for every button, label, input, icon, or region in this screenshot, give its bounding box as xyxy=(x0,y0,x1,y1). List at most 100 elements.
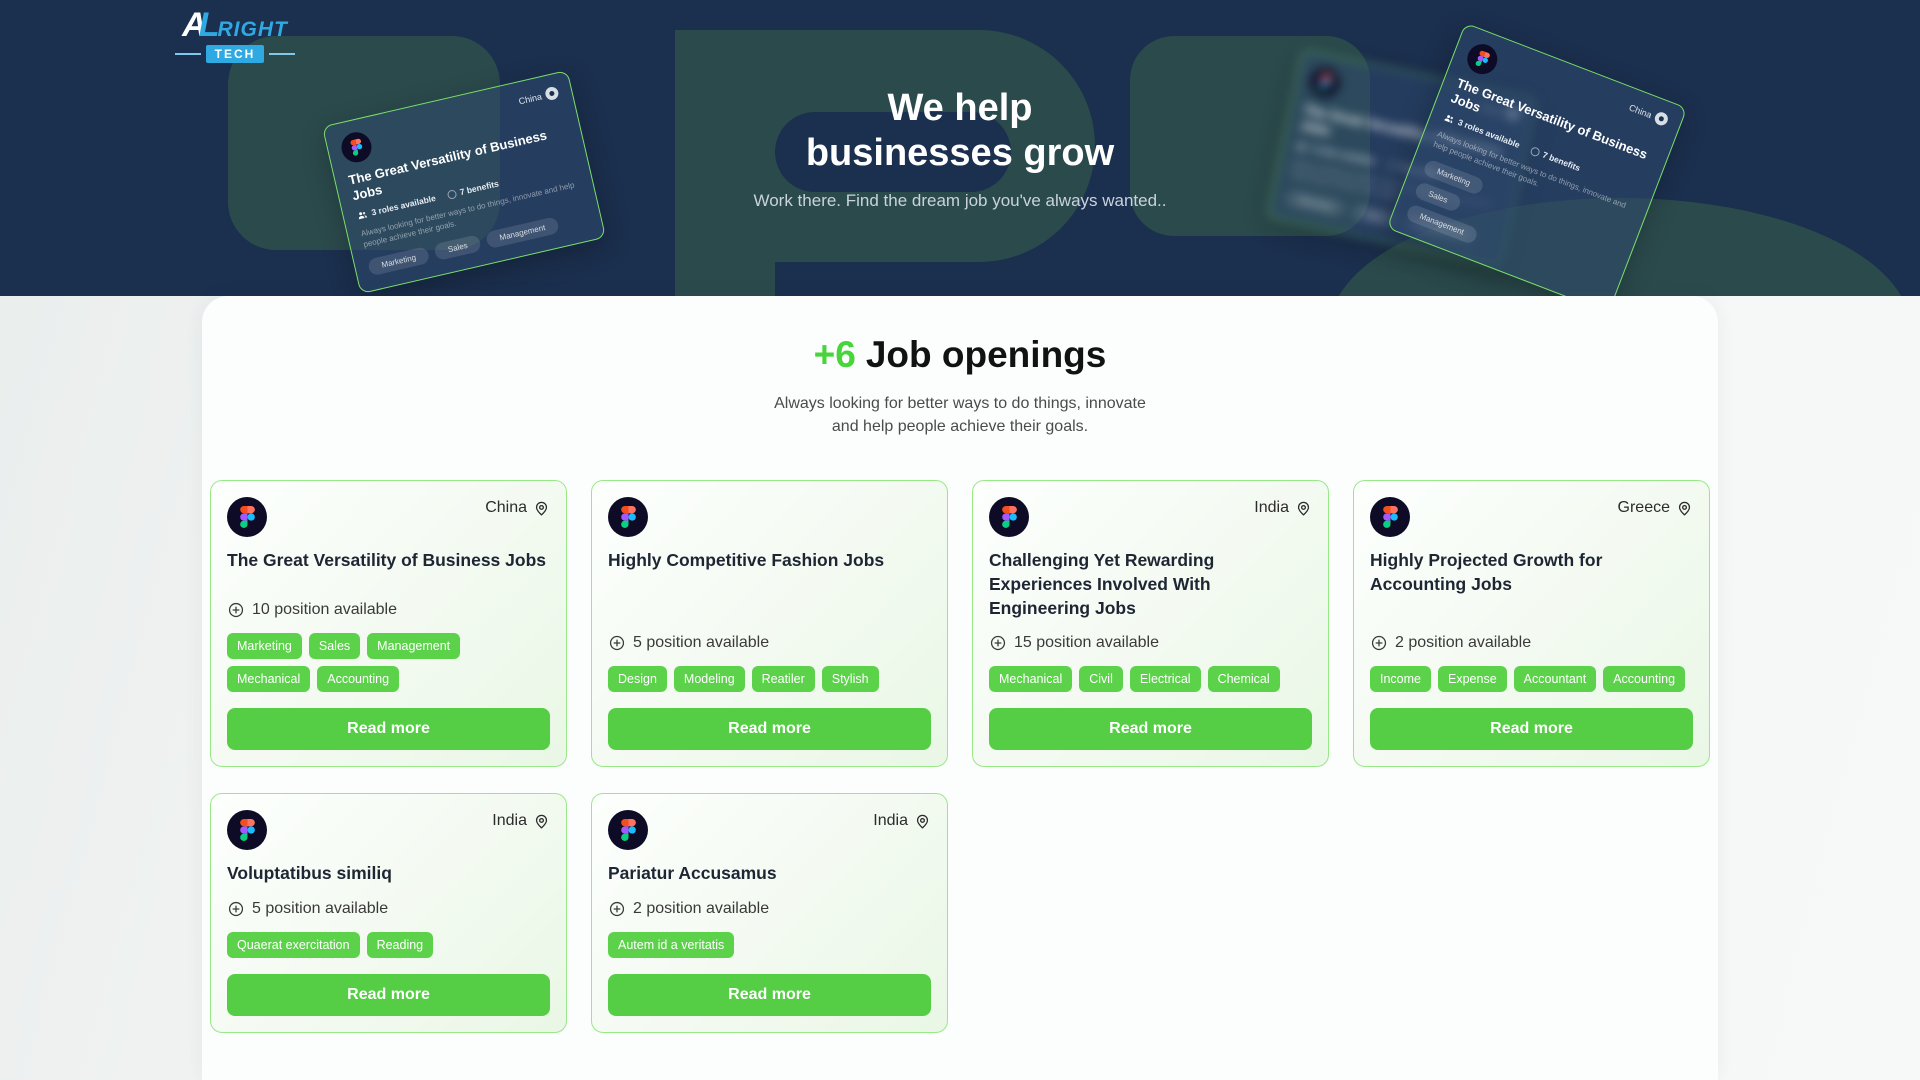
job-tag: Accountant xyxy=(1513,666,1597,693)
hero-card-roles-item: 3 roles available xyxy=(1295,139,1376,167)
logo-divider-line xyxy=(269,53,296,55)
read-more-button[interactable]: Read more xyxy=(989,708,1312,751)
plus-circle-icon xyxy=(228,901,244,916)
figma-logo-icon xyxy=(608,497,648,538)
job-positions: 5 position available xyxy=(608,634,931,652)
job-location: China xyxy=(485,499,550,517)
job-card: India Pariatur Accusamus 2 position avai… xyxy=(591,793,948,1033)
job-card-header: India xyxy=(608,810,931,851)
location-pin-icon xyxy=(535,501,548,516)
job-tags: Income Expense Accountant Accounting xyxy=(1370,666,1693,693)
job-title: Pariatur Accusamus xyxy=(608,863,777,884)
hero-card-roles-item: 3 roles available xyxy=(1442,111,1521,150)
job-country: China xyxy=(485,499,527,517)
job-tag: Expense xyxy=(1438,666,1507,693)
location-pin-icon xyxy=(535,814,548,829)
job-card: Highly Competitive Fashion Jobs 5 positi… xyxy=(591,480,948,768)
job-positions-label: 5 position available xyxy=(633,634,770,652)
job-tag: Mechanical xyxy=(227,666,311,693)
jobs-panel: +6 Job openings Always looking for better… xyxy=(202,296,1718,1080)
location-pin-icon xyxy=(1297,501,1310,516)
logo-letter-l: L xyxy=(198,6,220,44)
hero-card-tag: Management xyxy=(485,215,560,249)
job-location: India xyxy=(492,812,550,830)
figma-logo-icon xyxy=(1370,497,1410,538)
deco-letter-counter xyxy=(775,112,1011,192)
job-card-header: Greece xyxy=(1370,497,1693,538)
job-tag: Management xyxy=(367,633,461,660)
job-positions: 5 position available xyxy=(227,900,550,918)
hero-card-header: China xyxy=(338,85,563,166)
jobs-subheading-line2: and help people achieve their goals. xyxy=(831,418,1089,436)
hero-decorative-card: China The Great Versatility of Business … xyxy=(1266,48,1538,267)
figma-logo-icon xyxy=(227,497,267,538)
figma-logo-icon xyxy=(989,497,1029,538)
hero-card-roles-item: 3 roles available xyxy=(356,192,437,221)
job-positions-label: 15 position available xyxy=(1014,634,1159,652)
plus-circle-icon xyxy=(1371,636,1387,651)
people-icon xyxy=(1444,114,1454,123)
job-title: Highly Competitive Fashion Jobs xyxy=(608,550,885,571)
read-more-button[interactable]: Read more xyxy=(227,973,550,1016)
hero-card-meta: 3 roles available 7 benefits xyxy=(1442,111,1642,197)
job-card-header xyxy=(608,497,931,538)
hero-title-line1: We help xyxy=(887,87,1033,129)
read-more-button[interactable]: Read more xyxy=(227,708,550,751)
job-positions: 2 position available xyxy=(608,900,931,918)
logo-wordmark: A L RIGHT xyxy=(175,8,295,42)
read-more-button[interactable]: Read more xyxy=(1370,708,1693,751)
job-positions: 2 position available xyxy=(1370,634,1693,652)
plus-circle-icon xyxy=(609,636,625,651)
job-tag: Design xyxy=(608,666,667,693)
figma-logo-icon xyxy=(227,810,267,851)
job-location: India xyxy=(1254,499,1312,517)
job-tags: Marketing Sales Management Mechanical Accoun… xyxy=(227,633,550,693)
job-positions-label: 5 position available xyxy=(252,899,389,917)
job-location: India xyxy=(873,812,931,830)
people-icon xyxy=(358,211,368,219)
job-positions-label: 10 position available xyxy=(252,601,397,619)
job-title: Highly Projected Growth for Accounting J… xyxy=(1370,550,1603,594)
jobs-heading: +6 Job openings xyxy=(202,334,1718,376)
job-tag: Accounting xyxy=(1603,666,1686,693)
job-tag: Autem id a veritatis xyxy=(608,931,735,958)
logo-letter-a: A xyxy=(182,6,207,44)
jobs-heading-count: +6 xyxy=(813,334,856,375)
job-tag: Modeling xyxy=(673,666,745,693)
job-country: India xyxy=(1254,499,1289,517)
figma-logo-icon xyxy=(338,129,375,166)
hero-card-tag: Marketing xyxy=(366,245,431,277)
hero-card-meta: 3 roles available 7 benefits xyxy=(1295,139,1505,194)
job-country: Greece xyxy=(1617,499,1670,517)
job-tag: Marketing xyxy=(227,633,302,660)
hero-copy: We help businesses grow Work there. Find… xyxy=(0,86,1920,211)
hero-card-header: China xyxy=(1307,64,1521,138)
hero-card-slot: China The Great Versatility of Business … xyxy=(321,69,607,294)
job-country: India xyxy=(492,812,527,830)
logo[interactable]: A L RIGHT TECH xyxy=(175,8,296,63)
hero-card-tag: Sales xyxy=(433,233,483,261)
job-country: India xyxy=(873,812,908,830)
hero-card-header: China xyxy=(1462,39,1670,143)
jobs-subheading-line1: Always looking for better ways to do thi… xyxy=(774,395,1146,412)
job-card: Greece Highly Projected Growth for Accou… xyxy=(1353,480,1710,768)
read-more-button[interactable]: Read more xyxy=(608,973,931,1016)
figma-logo-icon xyxy=(1307,64,1343,101)
hero-subtitle: Work there. Find the dream job you've al… xyxy=(753,190,1167,210)
job-tag: Mechanical xyxy=(989,666,1073,693)
job-tag: Quaerat exercitation xyxy=(227,931,360,958)
job-location: Greece xyxy=(1618,499,1693,517)
plus-circle-icon xyxy=(228,603,244,618)
figma-logo-icon xyxy=(1462,39,1502,79)
read-more-button[interactable]: Read more xyxy=(608,708,931,751)
job-tag: Chemical xyxy=(1207,666,1280,693)
location-pin-icon xyxy=(1678,501,1691,516)
plus-circle-icon xyxy=(609,901,625,916)
job-positions: 15 position available xyxy=(989,634,1312,652)
job-tag: Reatiler xyxy=(751,666,815,693)
job-card-header: India xyxy=(989,497,1312,538)
logo-divider-line xyxy=(175,53,201,55)
job-card: India Voluptatibus similiq 5 position av… xyxy=(210,793,567,1033)
job-positions: 10 position available xyxy=(227,601,550,619)
jobs-subheading: Always looking for better ways to do thi… xyxy=(202,392,1718,438)
